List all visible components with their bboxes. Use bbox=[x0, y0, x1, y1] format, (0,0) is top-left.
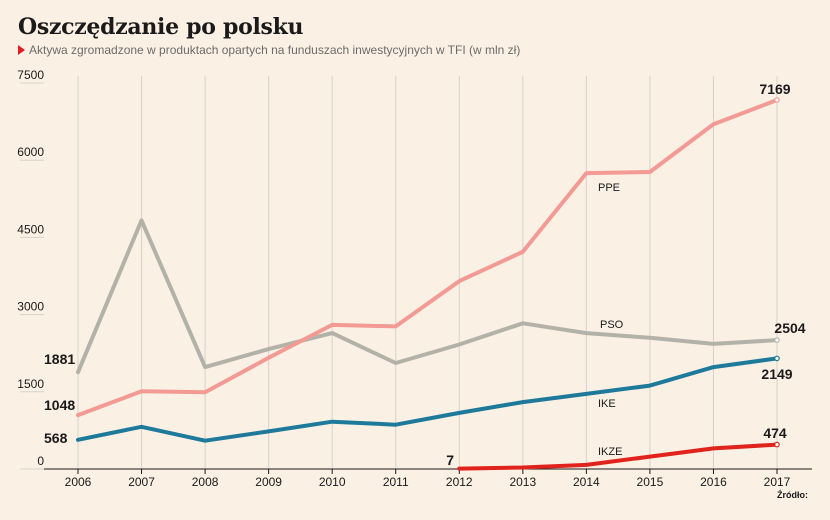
series-name-label: PPE bbox=[598, 182, 620, 194]
start-value-label: 7 bbox=[446, 452, 454, 468]
series-name-label: IKZE bbox=[598, 446, 622, 458]
chart-subtitle: Aktywa zgromadzone w produktach opartych… bbox=[18, 43, 520, 57]
subtitle-text: Aktywa zgromadzone w produktach opartych… bbox=[29, 43, 521, 57]
start-value-label: 1881 bbox=[44, 351, 75, 367]
start-value-label: 1048 bbox=[44, 397, 75, 413]
end-value-label: 2504 bbox=[774, 320, 805, 336]
x-tick-label: 2009 bbox=[255, 475, 282, 489]
series-name-label: PSO bbox=[600, 319, 624, 331]
end-marker-ike bbox=[774, 355, 780, 362]
series-line-pso bbox=[76, 218, 779, 375]
y-tick-label: 7500 bbox=[17, 68, 44, 82]
y-tick-label: 0 bbox=[37, 454, 44, 468]
red-triangle-icon bbox=[18, 45, 25, 55]
series-line-ppe bbox=[76, 98, 779, 418]
end-marker-ikze bbox=[774, 441, 780, 448]
end-value-label: 7169 bbox=[759, 81, 790, 97]
end-marker-ppe bbox=[774, 97, 780, 103]
series-line-ikze bbox=[457, 442, 779, 471]
x-tick-label: 2011 bbox=[383, 475, 409, 489]
series-name-label: IKE bbox=[598, 398, 616, 410]
y-tick-label: 3000 bbox=[17, 300, 44, 314]
series-line-ike bbox=[76, 356, 779, 443]
y-tick-label: 4500 bbox=[17, 222, 44, 236]
start-value-label: 568 bbox=[44, 430, 68, 446]
x-tick-label: 2015 bbox=[637, 475, 664, 489]
x-tick-label: 2016 bbox=[700, 475, 727, 489]
end-value-label: 2149 bbox=[761, 366, 792, 382]
x-tick-label: 2014 bbox=[573, 475, 600, 489]
x-tick-label: 2012 bbox=[446, 475, 473, 489]
source-note: Źródło: bbox=[777, 490, 808, 500]
x-tick-label: 2008 bbox=[192, 475, 219, 489]
x-tick-label: 2017 bbox=[764, 475, 791, 489]
end-value-label: 474 bbox=[763, 425, 787, 441]
x-tick-label: 2013 bbox=[509, 475, 536, 489]
end-marker-pso bbox=[774, 337, 780, 343]
y-tick-label: 1500 bbox=[17, 377, 44, 391]
x-tick-label: 2007 bbox=[128, 475, 155, 489]
x-tick-label: 2010 bbox=[319, 475, 346, 489]
x-tick-label: 2006 bbox=[65, 475, 92, 489]
chart-title: Oszczędzanie po polsku bbox=[18, 14, 304, 40]
y-tick-label: 6000 bbox=[17, 145, 44, 159]
